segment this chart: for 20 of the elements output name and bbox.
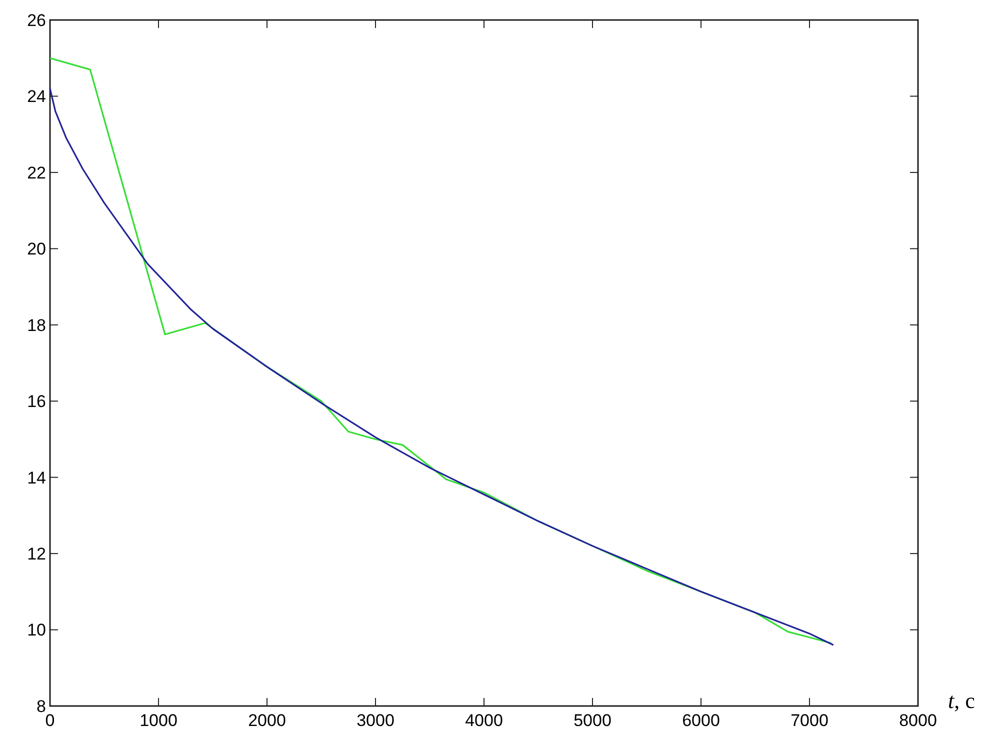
x-tick-label: 2000 [248,711,286,730]
y-tick-label: 20 [27,240,46,259]
y-tick-label: 16 [27,392,46,412]
y-tick-label: 22 [27,163,46,182]
x-tick-label: 4000 [465,711,503,730]
y-tick-label: 18 [27,316,46,335]
x-tick-label: 1000 [140,711,178,730]
y-tick-label: 14 [27,468,46,488]
x-tick-label: 6000 [682,711,720,730]
x-tick-label: 7000 [790,711,828,730]
y-tick-label: 26 [27,10,46,30]
y-tick-label: 24 [27,87,46,106]
y-tick-label: 12 [27,544,46,564]
x-axis-title: t, с [948,688,976,713]
y-tick-label: 10 [27,620,46,640]
x-tick-label: 3000 [356,711,394,730]
y-tick-label: 8 [36,696,46,716]
x-tick-label: 0 [45,711,55,730]
x-tick-label: 5000 [574,711,612,730]
x-tick-label: 8000 [899,711,937,730]
